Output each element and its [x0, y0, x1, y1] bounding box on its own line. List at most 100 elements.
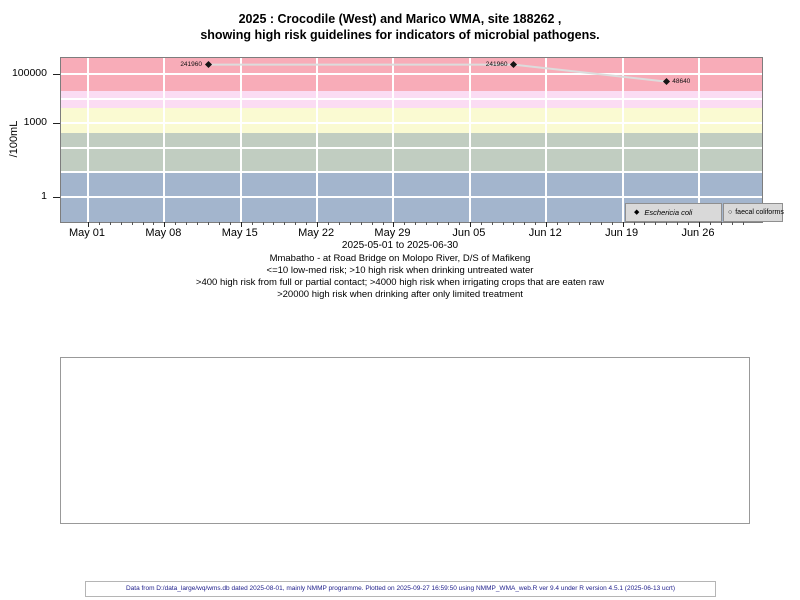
- y-tick: [53, 74, 60, 75]
- x-minor-tick: [611, 222, 613, 225]
- x-minor-tick: [382, 222, 384, 225]
- x-minor-tick: [186, 222, 188, 225]
- x-minor-tick: [262, 222, 264, 225]
- legend-label-faecal-coliforms: faecal coliforms: [735, 209, 784, 216]
- legend-entry-ecoli: ◆ Eschericia coli: [625, 203, 722, 222]
- data-point-label: 241960: [180, 60, 203, 68]
- data-point-label: 48640: [672, 77, 691, 85]
- x-minor-tick: [458, 222, 460, 225]
- h-gridline: [61, 195, 762, 198]
- x-minor-tick: [491, 222, 493, 225]
- x-minor-tick: [589, 222, 591, 225]
- x-major-tick: [622, 222, 624, 227]
- y-axis-tick-labels: 100000 1000 1: [0, 57, 60, 223]
- v-gridline: [87, 58, 89, 222]
- legend-label-ecoli: Eschericia coli: [644, 208, 693, 217]
- x-minor-tick: [480, 222, 482, 225]
- x-minor-tick: [251, 222, 253, 225]
- x-minor-tick: [360, 222, 362, 225]
- x-minor-tick: [197, 222, 199, 225]
- x-minor-tick: [109, 222, 111, 225]
- x-minor-tick: [568, 222, 570, 225]
- v-gridline: [163, 58, 166, 222]
- x-minor-tick: [338, 222, 340, 225]
- v-gridline: [316, 58, 319, 222]
- plot-area: 241960 241960 48640: [53, 57, 763, 227]
- x-major-tick: [698, 222, 700, 227]
- x-minor-tick: [437, 222, 439, 225]
- v-gridline: [545, 58, 548, 222]
- empty-second-panel: [60, 357, 750, 524]
- h-gridline: [61, 73, 762, 75]
- x-minor-tick: [720, 222, 722, 225]
- x-minor-tick: [142, 222, 144, 225]
- x-minor-tick: [295, 222, 297, 225]
- chart-title-line2: showing high risk guidelines for indicat…: [200, 28, 600, 42]
- h-gridline: [61, 171, 762, 173]
- x-minor-tick: [677, 222, 679, 225]
- x-minor-tick: [328, 222, 330, 225]
- open-circle-icon: ○: [728, 209, 733, 216]
- x-minor-tick: [371, 222, 373, 225]
- x-minor-tick: [448, 222, 450, 225]
- footer-credit: Data from D:/data_large/wq/wms.db dated …: [85, 581, 716, 597]
- x-axis-tick-labels: May 01 May 08 May 15 May 22 May 29 Jun 05 Jun …: [60, 227, 763, 241]
- v-gridline: [239, 58, 242, 222]
- x-minor-tick: [229, 222, 231, 225]
- x-minor-tick: [666, 222, 668, 225]
- x-minor-tick: [633, 222, 635, 225]
- x-major-tick: [88, 222, 89, 227]
- v-gridline: [697, 58, 700, 222]
- x-minor-tick: [426, 222, 428, 225]
- x-minor-tick: [273, 222, 275, 225]
- guideline-text-3: >20000 high risk when drinking after onl…: [277, 289, 523, 300]
- x-major-tick: [469, 222, 471, 227]
- x-minor-tick: [284, 222, 286, 225]
- x-tick-label: Jun 05: [452, 227, 486, 239]
- x-minor-tick: [742, 222, 744, 225]
- x-minor-tick: [120, 222, 122, 225]
- y-tick: [53, 123, 60, 124]
- x-major-tick: [317, 222, 319, 227]
- x-tick-label: May 22: [298, 227, 335, 239]
- x-minor-tick: [153, 222, 155, 225]
- h-gridline: [61, 122, 762, 124]
- x-tick-label: May 08: [145, 227, 182, 239]
- chart-title-line1: 2025 : Crocodile (West) and Marico WMA, …: [238, 12, 562, 26]
- x-minor-tick: [655, 222, 657, 225]
- y-tick-label: 1: [41, 189, 47, 202]
- x-minor-tick: [415, 222, 417, 225]
- x-tick-label: Jun 19: [605, 227, 639, 239]
- x-minor-tick: [524, 222, 526, 225]
- risk-band: [61, 91, 762, 109]
- x-minor-tick: [502, 222, 504, 225]
- legend-entry-faecal-coliforms: ○ faecal coliforms: [723, 203, 784, 222]
- x-minor-tick: [600, 222, 602, 225]
- x-minor-tick: [404, 222, 406, 225]
- risk-band: [61, 132, 762, 172]
- x-minor-tick: [644, 222, 646, 225]
- x-minor-tick: [731, 222, 733, 225]
- x-tick-label: Jun 26: [681, 227, 715, 239]
- x-minor-tick: [218, 222, 220, 225]
- guideline-text-2: >400 high risk from full or partial cont…: [195, 277, 605, 288]
- y-tick-label: 1000: [23, 116, 47, 128]
- x-minor-tick: [688, 222, 690, 225]
- guideline-text-1: <=10 low-med risk; >10 high risk when dr…: [266, 265, 534, 276]
- x-minor-tick: [349, 222, 351, 225]
- risk-band: [61, 108, 762, 133]
- filled-diamond-icon: ◆: [634, 209, 640, 216]
- x-minor-tick: [535, 222, 537, 225]
- x-minor-tick: [557, 222, 559, 225]
- x-tick-label: May 01: [68, 227, 106, 239]
- x-minor-tick: [131, 222, 133, 225]
- x-minor-tick: [208, 222, 209, 225]
- x-axis-label-date-range: 2025-05-01 to 2025-06-30: [341, 240, 459, 251]
- v-gridline: [468, 58, 471, 222]
- x-major-tick: [240, 222, 242, 227]
- x-tick-label: May 29: [374, 227, 411, 239]
- h-gridline: [61, 97, 762, 100]
- x-major-tick: [164, 222, 166, 227]
- x-minor-tick: [578, 222, 580, 225]
